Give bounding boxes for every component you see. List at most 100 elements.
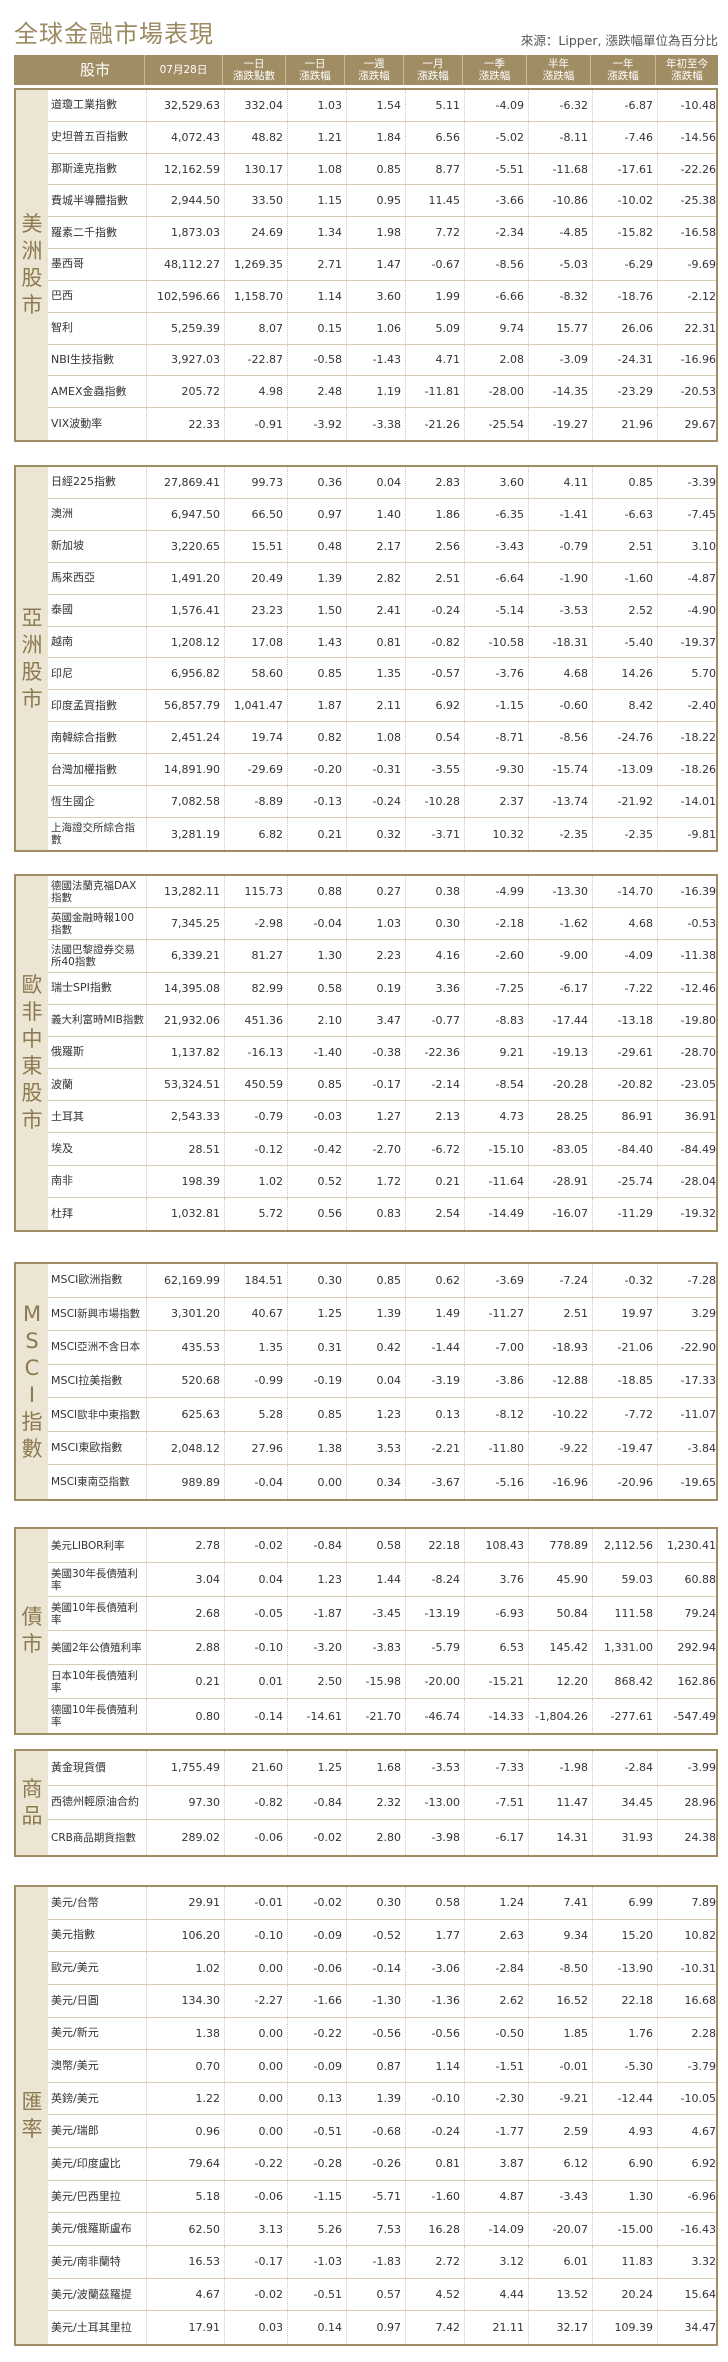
cell-ytd: -16.58: [657, 217, 720, 249]
cell-m1: -13.00: [405, 1785, 464, 1820]
cell-q1: 4.87: [464, 2180, 528, 2213]
cell-m1: 1.99: [405, 280, 464, 312]
cell-m1: -3.71: [405, 818, 464, 850]
cell-price: 3,927.03: [146, 344, 224, 376]
cell-y1: 20.24: [592, 2278, 657, 2311]
cell-d1-chg: 17.08: [224, 626, 287, 658]
cell-ytd: -18.22: [657, 722, 720, 754]
cell-y1: 2.52: [592, 594, 657, 626]
cell-name: 巴西: [51, 289, 73, 303]
table-row: MSCI東南亞指數 989.89 -0.04 0.00 0.34 -3.67 -5.16 -1…: [48, 1465, 716, 1499]
cell-name: 美國30年長債殖利率: [51, 1567, 138, 1592]
category-label: 商品: [16, 1751, 48, 1855]
cell-ytd: -23.05: [657, 1069, 720, 1101]
cell-d1-chg: 0.01: [224, 1665, 287, 1698]
cell-price: 2,048.12: [146, 1431, 224, 1465]
cell-q1: -9.30: [464, 754, 528, 786]
cell-h1: -18.31: [528, 626, 592, 658]
category-label: 歐非中東股市: [16, 876, 48, 1230]
cell-h1: -20.07: [528, 2213, 592, 2246]
cell-name: 美元/南非蘭特: [51, 2254, 121, 2268]
cell-price: 5,259.39: [146, 312, 224, 344]
cell-name: 歐元/美元: [51, 1961, 99, 1975]
cell-d1-chg: 0.00: [224, 1952, 287, 1984]
cell-ytd: -19.37: [657, 626, 720, 658]
cell-w1: 0.04: [346, 1364, 405, 1398]
table-row: 西德州輕原油合約 97.30 -0.82 -0.84 2.32 -13.00 -7.51 11…: [48, 1785, 716, 1821]
cell-m1: -3.98: [405, 1820, 464, 1855]
category-label: 債市: [16, 1529, 48, 1733]
cell-h1: -19.13: [528, 1036, 592, 1069]
table-row: 澳幣/美元 0.70 0.00 -0.09 0.87 1.14 -1.51 -0.01 -5.3…: [48, 2050, 716, 2083]
cell-price: 6,339.21: [146, 940, 224, 972]
cell-d1-pct: 1.50: [287, 594, 346, 626]
cell-name: 道瓊工業指數: [51, 98, 117, 112]
cell-y1: -17.61: [592, 153, 657, 185]
table-row: 巴西 102,596.66 1,158.70 1.14 3.60 1.99 -6.66 -8.…: [48, 280, 716, 313]
source-note: 來源：Lipper, 漲跌幅單位為百分比: [520, 33, 718, 48]
cell-y1: -4.09: [592, 940, 657, 972]
cell-q1: 2.62: [464, 1984, 528, 2017]
cell-name: 英鎊/美元: [51, 2091, 99, 2105]
cell-name: AMEX金蟲指數: [51, 384, 127, 398]
cell-price: 22.33: [146, 408, 224, 440]
cell-d1-pct: 0.85: [287, 1069, 346, 1101]
cell-ytd: 34.47: [657, 2311, 720, 2344]
cell-m1: -20.00: [405, 1665, 464, 1698]
cell-ytd: -4.87: [657, 562, 720, 594]
cell-ytd: -2.40: [657, 690, 720, 722]
cell-price: 62.50: [146, 2213, 224, 2246]
cell-price: 1,873.03: [146, 217, 224, 249]
cell-m1: -0.56: [405, 2017, 464, 2050]
cell-d1-pct: -0.13: [287, 786, 346, 818]
cell-q1: -4.99: [464, 876, 528, 908]
cell-q1: -8.83: [464, 1004, 528, 1036]
cell-price: 625.63: [146, 1398, 224, 1431]
cell-w1: 0.27: [346, 876, 405, 908]
cell-q1: 1.24: [464, 1887, 528, 1919]
cell-h1: -1.98: [528, 1751, 592, 1785]
cell-y1: 8.42: [592, 690, 657, 722]
cell-d1-chg: 24.69: [224, 217, 287, 249]
cell-d1-pct: 0.48: [287, 530, 346, 562]
cell-m1: 22.18: [405, 1529, 464, 1562]
cell-w1: 2.82: [346, 562, 405, 594]
cell-y1: 2,112.56: [592, 1529, 657, 1562]
cell-y1: -5.30: [592, 2050, 657, 2082]
cell-w1: 0.81: [346, 626, 405, 658]
cell-ytd: 6.92: [657, 2148, 720, 2180]
cell-d1-chg: -0.79: [224, 1101, 287, 1133]
cell-w1: 0.97: [346, 2311, 405, 2344]
cell-y1: 22.18: [592, 1984, 657, 2017]
cell-y1: -21.06: [592, 1331, 657, 1364]
cell-h1: -3.53: [528, 594, 592, 626]
cell-h1: -9.21: [528, 2082, 592, 2115]
cell-ytd: -20.53: [657, 376, 720, 408]
cell-y1: -13.90: [592, 1952, 657, 1984]
cell-h1: -1,804.26: [528, 1699, 592, 1733]
table-row: 印度孟買指數 56,857.79 1,041.47 1.87 2.11 6.92 -1.15…: [48, 690, 716, 723]
table-row: 俄羅斯 1,137.82 -16.13 -1.40 -0.38 -22.36 9.21 -19…: [48, 1036, 716, 1070]
cell-d1-pct: 1.25: [287, 1751, 346, 1785]
cell-d1-chg: -0.17: [224, 2246, 287, 2278]
table-row: 墨西哥 48,112.27 1,269.35 2.71 1.47 -0.67 -8.56 -5…: [48, 249, 716, 281]
cell-d1-chg: 19.74: [224, 722, 287, 754]
cell-d1-chg: 5.28: [224, 1398, 287, 1431]
cell-h1: -5.03: [528, 249, 592, 280]
cell-d1-pct: 1.30: [287, 940, 346, 972]
cell-m1: -2.14: [405, 1069, 464, 1101]
table-header: 股市 07月28日 一日 漲跌點數 一日 漲跌幅 一週 漲跌幅 一月 漲跌幅 一季 漲跌幅…: [14, 55, 718, 85]
cell-m1: 0.30: [405, 908, 464, 940]
cell-m1: 2.51: [405, 562, 464, 594]
cell-price: 1,576.41: [146, 594, 224, 626]
cell-y1: 26.06: [592, 312, 657, 344]
cell-h1: -9.22: [528, 1431, 592, 1465]
cell-ytd: 36.91: [657, 1101, 720, 1133]
table-row: 瑞士SPI指數 14,395.08 82.99 0.58 0.19 3.36 -7.25 -6…: [48, 972, 716, 1005]
cell-price: 1,208.12: [146, 626, 224, 658]
cell-m1: -22.36: [405, 1036, 464, 1069]
table-row: 上海證交所綜合指數 3,281.19 6.82 0.21 0.32 -3.71 10.32-…: [48, 818, 716, 850]
cell-d1-chg: -0.82: [224, 1785, 287, 1820]
cell-price: 1,491.20: [146, 562, 224, 594]
